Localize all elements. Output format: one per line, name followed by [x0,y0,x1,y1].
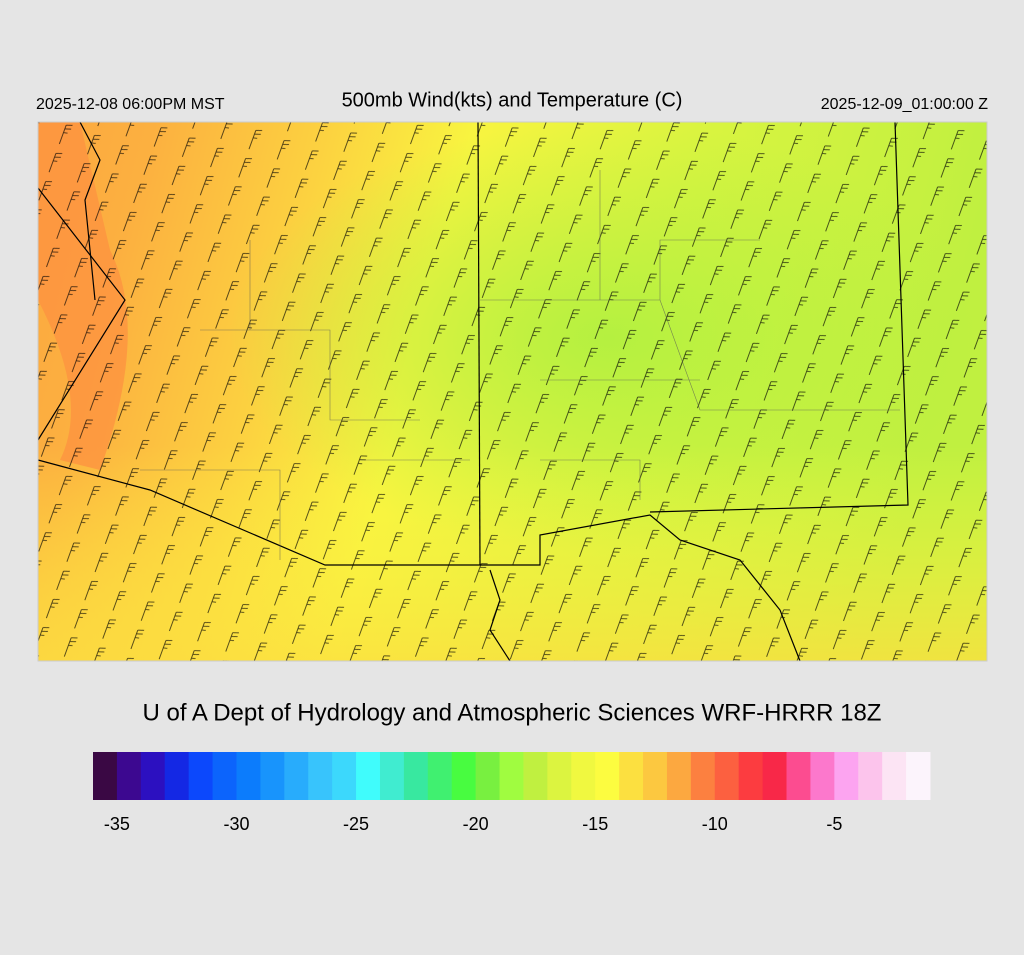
colorbar-label: -25 [343,814,369,834]
colorbar-swatch [762,752,788,800]
wind-barbs [38,122,987,661]
colorbar-swatch [906,752,931,800]
colorbar-swatch [738,752,764,800]
colorbar-swatch [93,752,118,800]
borders [37,121,909,662]
colorbar-swatch [786,752,811,800]
map-frame [37,121,988,662]
colorbar-swatch [882,752,907,800]
colorbar-swatch [116,752,142,800]
title: 500mb Wind(kts) and Temperature (C) [342,89,683,111]
colorbar-swatch [356,752,381,800]
colorbar-label: -15 [582,814,608,834]
colorbar-swatch [643,752,668,800]
colorbar-label: -20 [463,814,489,834]
colorbar-label: -5 [826,814,842,834]
colorbar-swatch [308,752,333,800]
colorbar-swatch [236,752,261,800]
county-lines [140,170,900,560]
colorbar-swatch [188,752,214,800]
colorbar-swatch [451,752,477,800]
colorbar-swatch [475,752,501,800]
colorbar-swatch [619,752,644,800]
colorbar-swatch [858,752,883,800]
colorbar-swatch [332,752,357,800]
colorbar-swatch [499,752,524,800]
colorbar-swatch [547,752,572,800]
colorbar-swatch [164,752,190,800]
colorbar-swatch [834,752,859,800]
colorbar-label: -35 [104,814,130,834]
credit: U of A Dept of Hydrology and Atmospheric… [143,699,882,726]
colorbar-swatch [260,752,285,800]
colorbar-swatch [523,752,548,800]
colorbar-swatch [595,752,620,800]
valid-time-local: 2025-12-08 06:00PM MST [36,96,225,113]
valid-time-utc: 2025-12-09_01:00:00 Z [821,96,988,113]
colorbar-swatch [284,752,309,800]
colorbar-swatch [403,752,429,800]
colorbar-label: -10 [702,814,728,834]
colorbar-label: -30 [223,814,249,834]
colorbar-swatch [571,752,596,800]
colorbar-swatch [810,752,835,800]
colorbar-swatch [427,752,453,800]
colorbar-swatch [714,752,740,800]
colorbar-swatch [379,752,405,800]
colorbar-swatch [212,752,237,800]
map [37,121,988,662]
colorbar: -35 -30 -25 -20 -15 -10 -5 [93,752,931,834]
colorbar-swatch [690,752,716,800]
colorbar-swatch [666,752,692,800]
colorbar-swatch [140,752,166,800]
